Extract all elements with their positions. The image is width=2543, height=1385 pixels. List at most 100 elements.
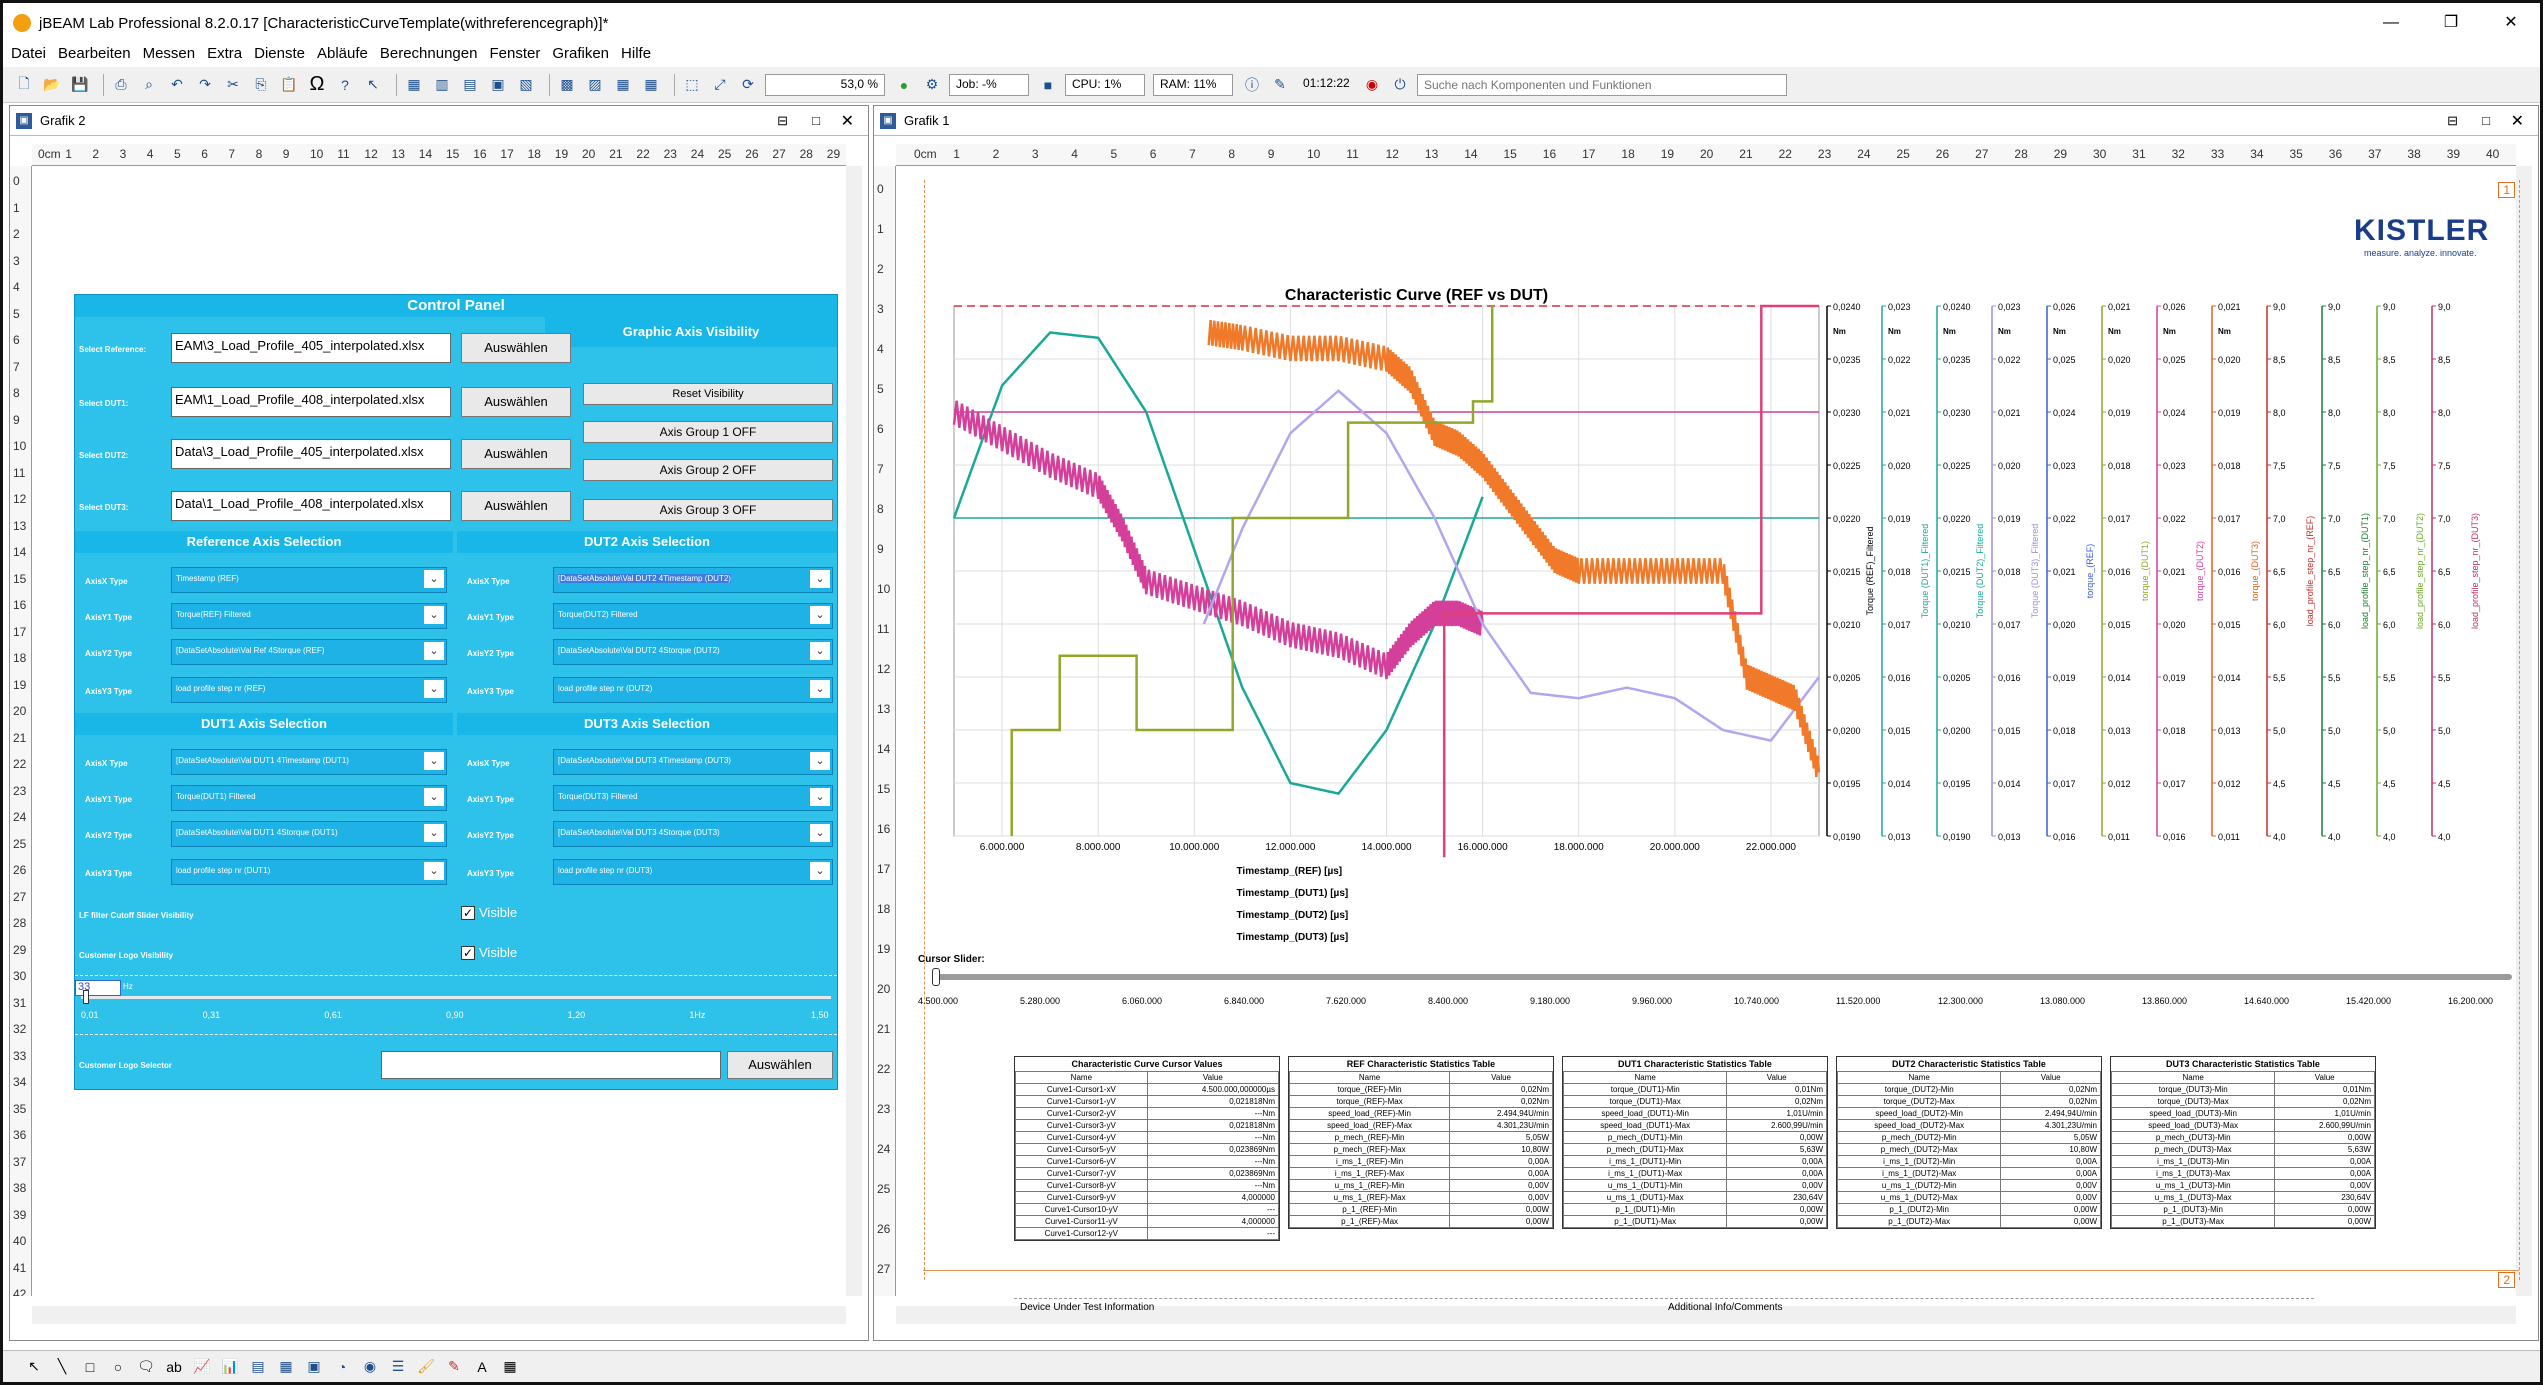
customer-logo-visible-checkbox[interactable]: ✓ Visible [461, 945, 518, 960]
menu-item-4[interactable]: Dienste [254, 44, 305, 62]
left-horizontal-scrollbar[interactable] [32, 1306, 846, 1324]
dut3-axisx-select[interactable]: [DataSetAbsolute\Val DUT3 4Timestamp (DU… [553, 749, 833, 775]
pie-tool-icon[interactable]: ◔ [337, 1358, 347, 1375]
layout-icon-5[interactable]: ▧ [519, 76, 533, 92]
select-customer-logo-button[interactable]: Auswählen [727, 1051, 833, 1079]
menu-item-2[interactable]: Messen [142, 44, 196, 62]
grid-icon-1[interactable]: ▩ [560, 76, 574, 92]
dut1-axisy3-select[interactable]: load profile step nr (DUT1) ⌄ [171, 859, 447, 885]
record-icon[interactable]: ◉ [1365, 76, 1379, 92]
pin-icon[interactable]: ✎ [1274, 76, 1286, 92]
slider-value-field[interactable]: 33 [75, 980, 121, 996]
dut3-axisy1-select[interactable]: Torque(DUT3) Filtered ⌄ [553, 785, 833, 811]
cut-icon[interactable]: ✂ [227, 76, 239, 92]
slider-thumb[interactable] [83, 990, 89, 1004]
lf-filter-slider[interactable]: 33 Hz 0,01 0,31 0,61 0,90 1,20 1Hz 1,50 [75, 975, 837, 1035]
info-icon[interactable]: ⓘ [1245, 76, 1259, 93]
select-dut2-button[interactable]: Auswählen [461, 439, 571, 469]
dut1-axisx-select[interactable]: [DataSetAbsolute\Val DUT1 4Timestamp (DU… [171, 749, 447, 775]
menu-item-8[interactable]: Grafiken [552, 44, 610, 62]
axis-group-1-button[interactable]: Axis Group 1 OFF [583, 421, 833, 443]
cursor-slider-thumb[interactable] [932, 968, 940, 986]
grid-icon-2[interactable]: ▨ [588, 76, 602, 92]
dut1-axisy2-select[interactable]: [DataSetAbsolute\Val DUT1 4Storque (DUT1… [171, 821, 447, 847]
save-icon[interactable]: 💾 [71, 76, 89, 92]
calc-icon[interactable]: ⚙ [925, 76, 939, 92]
menu-item-3[interactable]: Extra [207, 44, 243, 62]
power-icon[interactable]: ⏻ [1394, 76, 1406, 92]
ellipse-tool-icon[interactable]: ○ [113, 1358, 123, 1375]
select-reference-button[interactable]: Auswählen [461, 333, 571, 363]
pointer-help-icon[interactable]: ↖ [367, 76, 379, 92]
dut3-axisy2-select[interactable]: [DataSetAbsolute\Val DUT3 4Storque (DUT3… [553, 821, 833, 847]
layout-icon-3[interactable]: ▤ [463, 76, 477, 92]
new-icon[interactable]: 🗋 [18, 74, 30, 91]
left-vertical-scrollbar[interactable] [846, 166, 862, 1296]
right-vertical-scrollbar[interactable] [2516, 166, 2532, 1296]
text-tool-icon[interactable]: ab [166, 1358, 182, 1375]
close-panel-icon[interactable]: ✕ [2510, 112, 2524, 130]
xy-chart-tool-icon[interactable]: ▤ [251, 1358, 265, 1374]
lf-filter-visible-checkbox[interactable]: ✓ Visible [461, 905, 518, 920]
rectangle-tool-icon[interactable]: □ [85, 1358, 95, 1375]
search-input[interactable] [1417, 73, 1787, 96]
pin-panel-icon[interactable]: ⊟ [777, 112, 788, 128]
font-tool-icon[interactable]: A [477, 1358, 487, 1375]
maximize-panel-icon[interactable]: □ [812, 113, 820, 128]
ref-axisy2-select[interactable]: [DataSetAbsolute\Val Ref 4Storque (REF) ⌄ [171, 639, 447, 665]
dut2-axisy3-select[interactable]: load profile step nr (DUT2) ⌄ [553, 677, 833, 703]
zoom-select[interactable]: 53,0 % [765, 73, 885, 96]
grid-icon-4[interactable]: ▦ [644, 76, 658, 92]
list-tool-icon[interactable]: ☰ [391, 1358, 405, 1374]
customer-logo-path-field[interactable] [381, 1051, 721, 1079]
cursor-slider-track[interactable] [932, 974, 2512, 980]
layout-icon-1[interactable]: ▦ [407, 76, 421, 92]
table-tool-icon[interactable]: ▦ [279, 1358, 293, 1374]
axis-group-2-button[interactable]: Axis Group 2 OFF [583, 459, 833, 481]
chart-tool-icon[interactable]: 📈 [193, 1358, 211, 1374]
reference-file-field[interactable]: EAM\3_Load_Profile_405_interpolated.xlsx [171, 333, 451, 363]
print-icon[interactable]: ⎙ [115, 76, 127, 92]
preview-icon[interactable]: ⌕ [145, 76, 153, 92]
layout-icon-2[interactable]: ▥ [435, 76, 449, 92]
pin-panel-icon[interactable]: ⊟ [2447, 112, 2458, 128]
close-button[interactable]: ✕ [2504, 14, 2518, 31]
axis-group-3-button[interactable]: Axis Group 3 OFF [583, 499, 833, 521]
fit-icon[interactable]: ⤢ [714, 76, 726, 92]
restore-button[interactable]: ❐ [2443, 14, 2459, 31]
omega-icon[interactable]: Ω [309, 73, 325, 95]
stop-icon[interactable]: ■ [1043, 76, 1053, 93]
ref-axisy3-select[interactable]: load profile step nr (REF) ⌄ [171, 677, 447, 703]
menu-item-0[interactable]: Datei [11, 44, 47, 62]
select-pointer-icon[interactable]: ↖ [28, 1358, 40, 1374]
brush-tool-icon[interactable]: 🖌 [417, 1358, 435, 1374]
image-tool-icon[interactable]: ▣ [307, 1358, 321, 1374]
dut3-axisy3-select[interactable]: load profile step nr (DUT3) ⌄ [553, 859, 833, 885]
dut3-file-field[interactable]: Data\1_Load_Profile_408_interpolated.xls… [171, 491, 451, 521]
select-dut3-button[interactable]: Auswählen [461, 491, 571, 521]
close-panel-icon[interactable]: ✕ [840, 112, 854, 130]
dut2-file-field[interactable]: Data\3_Load_Profile_405_interpolated.xls… [171, 439, 451, 469]
menu-item-1[interactable]: Bearbeiten [58, 44, 131, 62]
gauge-tool-icon[interactable]: ◉ [363, 1358, 377, 1374]
help-icon[interactable]: ? [341, 76, 349, 93]
undo-icon[interactable]: ↶ [171, 76, 183, 92]
frame-icon[interactable]: ⬚ [685, 76, 699, 92]
ref-axisx-select[interactable]: Timestamp (REF) ⌄ [171, 567, 447, 593]
reset-visibility-button[interactable]: Reset Visibility [583, 383, 833, 405]
dut2-axisy1-select[interactable]: Torque(DUT2) Filtered ⌄ [553, 603, 833, 629]
menu-item-7[interactable]: Fenster [489, 44, 541, 62]
line-tool-icon[interactable]: ╲ [57, 1358, 67, 1374]
right-horizontal-scrollbar[interactable] [896, 1306, 2516, 1324]
ref-axisy1-select[interactable]: Torque(REF) Filtered ⌄ [171, 603, 447, 629]
dut2-axisx-select[interactable]: [DataSetAbsolute\Val DUT2 4Timestamp (DU… [553, 567, 833, 593]
dut1-axisy1-select[interactable]: Torque(DUT1) Filtered ⌄ [171, 785, 447, 811]
dut2-axisy2-select[interactable]: [DataSetAbsolute\Val DUT2 4Storque (DUT2… [553, 639, 833, 665]
menu-item-9[interactable]: Hilfe [621, 44, 652, 62]
dut1-file-field[interactable]: EAM\1_Load_Profile_408_interpolated.xlsx [171, 387, 451, 417]
pen-tool-icon[interactable]: ✎ [448, 1358, 460, 1374]
callout-tool-icon[interactable]: 🗨 [137, 1358, 155, 1374]
redo-icon[interactable]: ↷ [199, 76, 211, 92]
layout-grid-tool-icon[interactable]: ▦ [503, 1358, 517, 1374]
grid-icon-3[interactable]: ▦ [616, 76, 630, 92]
